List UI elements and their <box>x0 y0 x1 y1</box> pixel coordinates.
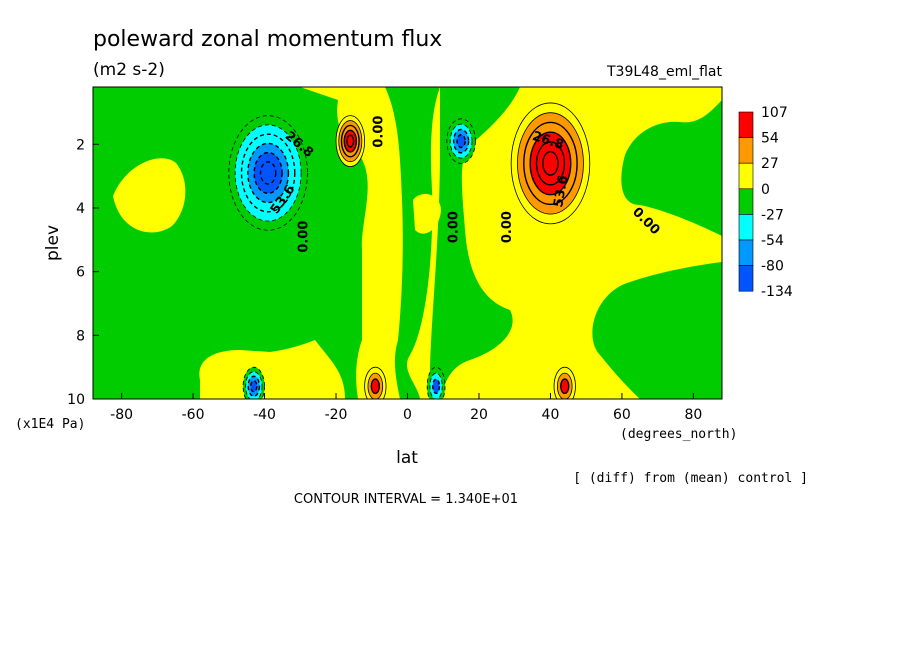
x-tick-label-5: 20 <box>470 407 488 423</box>
y-axis-label: plev <box>43 225 63 261</box>
x-tick-label-2: -40 <box>253 407 276 423</box>
contour-line-0-4 <box>253 151 283 194</box>
contour-line-4-1 <box>245 371 263 399</box>
feature-0-level-5 <box>260 161 276 185</box>
x-tick-label-4: 0 <box>403 407 412 423</box>
legend-label-4: -27 <box>761 207 784 223</box>
contour-line-0-2 <box>240 133 296 213</box>
contour-line-5-1 <box>367 372 384 399</box>
contour-line-3-0 <box>510 102 591 225</box>
legend-swatch-6 <box>738 265 754 292</box>
contour-label-7: 53.6 <box>551 174 571 208</box>
feature-3-level-5 <box>542 151 559 176</box>
contour-label-5: 0.00 <box>500 211 515 243</box>
legend-swatch-5 <box>738 239 754 266</box>
color-legend: 107 54 27 0 -27 -54 -80 -134 <box>738 105 793 300</box>
x-axis: -80 -60 -40 -20 0 20 40 60 80 <box>110 393 702 423</box>
positive-island-nh-subtropic <box>413 194 441 234</box>
x-tick-label-0: -80 <box>110 407 133 423</box>
legend-swatch-1 <box>738 137 754 164</box>
contour-line-3-5 <box>542 151 559 176</box>
negative-region-nh-mid <box>429 87 520 399</box>
contour-line-2-0 <box>446 118 476 164</box>
contour-line-0-0 <box>228 115 308 231</box>
x-tick-label-3: -20 <box>325 407 348 423</box>
contour-line-4-0 <box>242 366 265 399</box>
positive-island-equator <box>370 180 397 240</box>
contour-line-7-2 <box>560 378 570 395</box>
y-tick-label-3: 8 <box>76 328 85 344</box>
contour-line-5-0 <box>364 366 387 399</box>
legend-swatch-2 <box>738 162 754 190</box>
difference-note: [ (diff) from (mean) control ] <box>573 471 808 486</box>
legend-label-2: 27 <box>761 156 779 172</box>
contour-line-7-1 <box>556 372 573 399</box>
contour-line-3-4 <box>535 141 566 186</box>
x-tick-label-6: 40 <box>542 407 560 423</box>
contour-line-3-2 <box>523 121 578 206</box>
feature-2-level-3 <box>457 134 466 148</box>
chart-units: (m2 s-2) <box>93 60 165 80</box>
feature-6-level-2 <box>432 379 440 394</box>
chart-title: poleward zonal momentum flux <box>93 27 442 52</box>
contour-line-2-2 <box>452 128 470 154</box>
contour-line-6-0 <box>426 366 446 399</box>
y-tick-label-1: 4 <box>76 201 85 217</box>
contour-line-0-5 <box>259 161 277 185</box>
y-axis: 2 4 6 8 10 <box>67 137 99 408</box>
x-tick-label-8: 80 <box>684 407 702 423</box>
contour-line-1-2 <box>340 124 360 158</box>
contour-line-3-3 <box>529 131 572 196</box>
positive-island-nh-low <box>520 367 538 390</box>
negative-region-nh-high <box>592 87 722 399</box>
contour-interval: CONTOUR INTERVAL = 1.340E+01 <box>294 492 518 507</box>
y-tick-label-4: 10 <box>67 392 85 408</box>
contour-line-2-3 <box>456 134 466 149</box>
x-axis-label: lat <box>396 448 418 468</box>
positive-island-sh-low <box>278 367 302 395</box>
contour-line-1-3 <box>343 129 358 153</box>
legend-swatch-0 <box>738 111 754 138</box>
contour-line-1-1 <box>338 120 363 163</box>
contour-line-0-3 <box>247 142 290 204</box>
contour-line-0-1 <box>234 124 302 222</box>
legend-label-6: -80 <box>761 259 784 275</box>
x-tick-label-7: 60 <box>613 407 631 423</box>
contour-label-4: 0.00 <box>447 211 462 243</box>
contour-line-1-4 <box>346 134 355 148</box>
y-axis-units: (x1E4 Pa) <box>15 417 85 432</box>
contour-line-3-1 <box>517 112 584 215</box>
legend-swatch-3 <box>738 188 754 215</box>
positive-island-sh-high <box>113 158 186 233</box>
legend-label-5: -54 <box>761 233 784 249</box>
contour-label-2: 0.00 <box>296 221 311 253</box>
contour-line-5-2 <box>370 378 381 395</box>
legend-label-3: 0 <box>761 182 770 198</box>
x-tick-label-1: -60 <box>182 407 205 423</box>
contour-label-3: 0.00 <box>371 116 386 148</box>
feature-7-level-2 <box>560 379 569 394</box>
contour-line-2-1 <box>449 123 473 159</box>
legend-label-1: 54 <box>761 131 779 147</box>
contour-line-6-2 <box>432 378 441 395</box>
legend-label-7: -134 <box>761 284 793 300</box>
contour-line-6-1 <box>429 372 443 399</box>
feature-1-level-4 <box>347 135 354 147</box>
contour-line-1-0 <box>335 115 366 167</box>
negative-region-center <box>385 87 440 399</box>
legend-swatch-4 <box>738 214 754 241</box>
contour-line-4-3 <box>250 380 258 393</box>
contour-line-4-2 <box>247 375 261 397</box>
x-axis-units: (degrees_north) <box>620 427 737 442</box>
y-tick-label-2: 6 <box>76 265 85 281</box>
y-tick-label-0: 2 <box>76 137 85 153</box>
feature-4-level-3 <box>250 380 257 392</box>
feature-5-level-2 <box>371 379 380 394</box>
legend-label-0: 107 <box>761 105 788 121</box>
experiment-label: T39L48_eml_flat <box>606 64 723 80</box>
contour-line-7-0 <box>553 366 576 399</box>
